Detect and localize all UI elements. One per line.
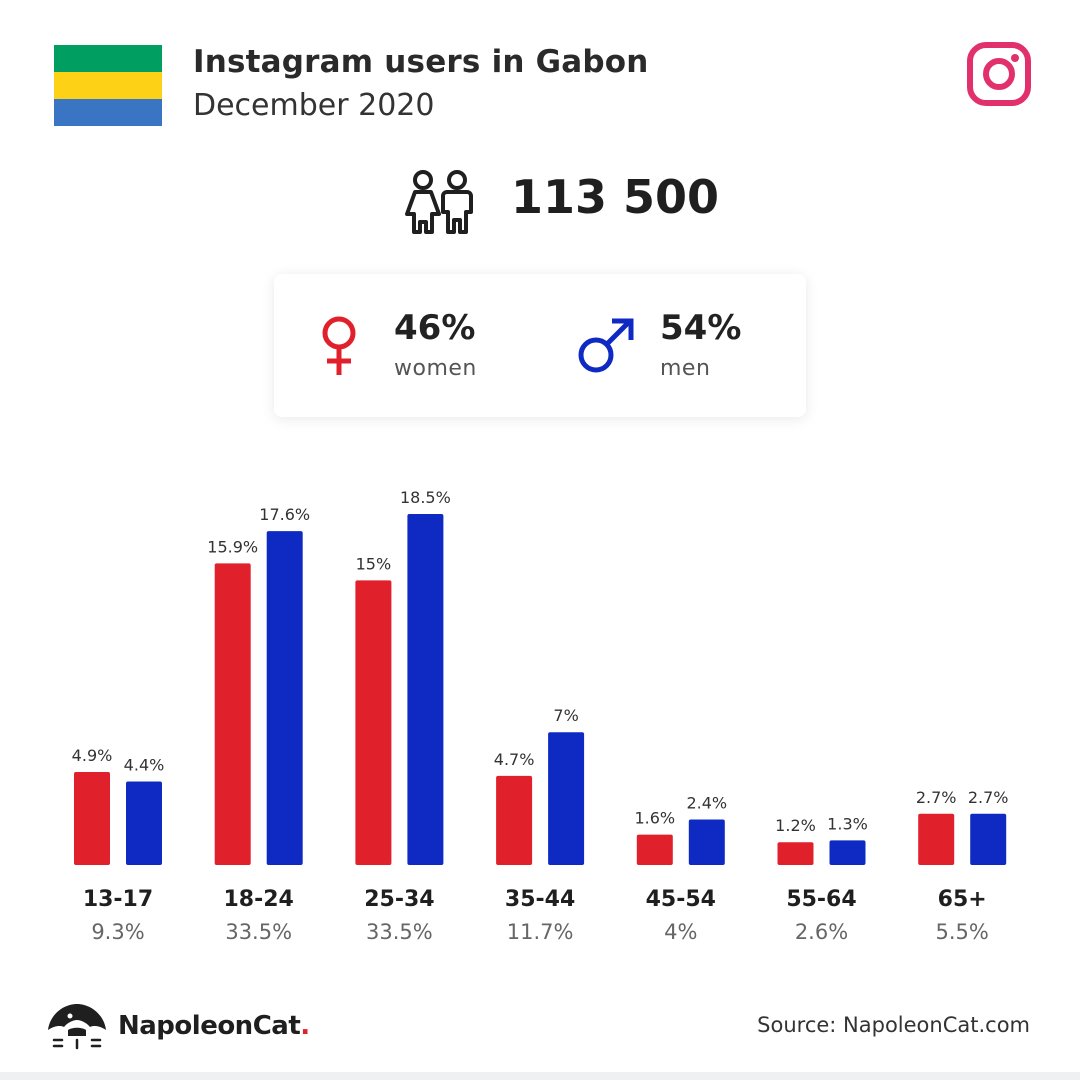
- age-group-total: 33.5%: [366, 920, 433, 944]
- page-title: Instagram users in Gabon: [193, 44, 649, 80]
- bar-women: [496, 775, 533, 865]
- flag-stripe-blue: [54, 99, 162, 126]
- bar-value-label: 2.7%: [916, 788, 957, 807]
- bar-value-label: 7%: [553, 706, 578, 725]
- age-group-total: 5.5%: [936, 920, 989, 944]
- bar-men: [266, 531, 303, 865]
- bar-value-label: 4.9%: [72, 746, 113, 765]
- flag-stripe-yellow: [54, 72, 162, 99]
- bar-value-label: 2.4%: [686, 793, 727, 812]
- men-label: men: [660, 356, 711, 381]
- bar-men: [970, 813, 1007, 865]
- bar-value-label: 15%: [356, 554, 392, 573]
- total-users-value: 113 500: [511, 170, 720, 224]
- bar-value-label: 4.7%: [494, 750, 535, 769]
- age-group-label: 35-44: [505, 887, 575, 912]
- brand-name: NapoleonCat.: [118, 1011, 310, 1041]
- age-group-total: 2.6%: [795, 920, 848, 944]
- brand-dot: .: [300, 1011, 310, 1041]
- age-group-label: 55-64: [786, 887, 856, 912]
- instagram-icon: [967, 42, 1031, 106]
- bar-value-label: 2.7%: [968, 788, 1009, 807]
- people-icon: [405, 170, 473, 234]
- bar-women: [214, 563, 251, 865]
- age-group-total: 9.3%: [91, 920, 144, 944]
- bar-men: [548, 732, 585, 865]
- women-label: women: [394, 356, 477, 381]
- bar-value-label: 1.3%: [827, 814, 868, 833]
- bar-value-label: 1.2%: [775, 816, 816, 835]
- gender-split-card: 46% women 54% men: [274, 274, 806, 417]
- age-group-total: 4%: [664, 920, 697, 944]
- bar-men: [829, 840, 866, 865]
- bottom-strip: [0, 1072, 1080, 1080]
- napoleoncat-logo-icon: [48, 1004, 106, 1050]
- age-group-total: 33.5%: [225, 920, 292, 944]
- age-gender-bar-chart: 4.9% 4.4% 13-17 9.3% 15.9%17.6% 18-24 33.5% 15%…: [72, 488, 1009, 944]
- source-text: Source: NapoleonCat.com: [757, 1013, 1030, 1037]
- age-group-label: 25-34: [364, 887, 434, 912]
- page-subtitle: December 2020: [193, 88, 435, 123]
- male-symbol-icon: [578, 318, 634, 373]
- gabon-flag: [54, 45, 162, 126]
- bar-women: [355, 580, 392, 865]
- age-group-label: 45-54: [646, 887, 716, 912]
- bar-value-label: 4.4%: [124, 756, 165, 775]
- brand-name-text: NapoleonCat: [118, 1011, 301, 1041]
- bar-value-label: 15.9%: [207, 537, 258, 556]
- age-group-label: 18-24: [224, 887, 294, 912]
- female-symbol-icon: [322, 316, 356, 375]
- bar-men: [126, 781, 162, 865]
- bar-men: [688, 819, 725, 865]
- bar-value-label: 1.6%: [634, 809, 675, 828]
- men-percent: 54%: [660, 308, 742, 348]
- women-percent: 46%: [394, 308, 476, 348]
- bar-men: [407, 514, 444, 865]
- bar-women: [74, 772, 110, 865]
- bar-women: [636, 834, 673, 865]
- age-group-label: 65+: [938, 887, 987, 912]
- flag-stripe-green: [54, 45, 162, 72]
- bar-women: [918, 813, 955, 865]
- age-group-total: 11.7%: [507, 920, 574, 944]
- bar-value-label: 18.5%: [400, 488, 451, 507]
- age-group-label: 13-17: [83, 887, 153, 912]
- bar-value-label: 17.6%: [259, 505, 310, 524]
- bar-women: [777, 842, 814, 865]
